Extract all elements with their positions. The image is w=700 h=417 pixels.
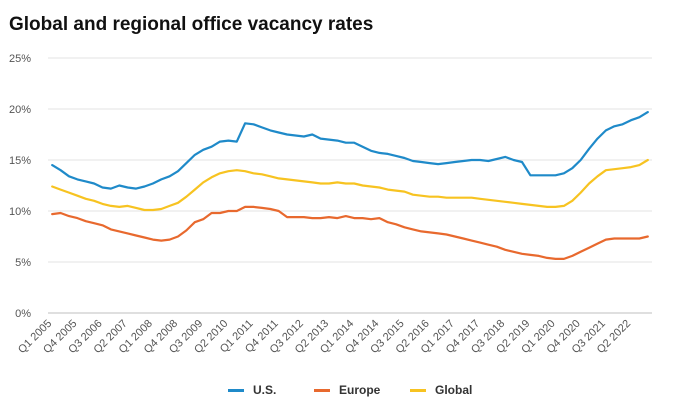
legend-item-global: Global [410, 383, 472, 397]
y-tick-label: 0% [15, 308, 31, 320]
y-axis-ticks: 0% 5% 10% 15% 20% 25% [9, 53, 31, 320]
y-tick-label: 15% [9, 155, 31, 167]
chart-legend: U.S. Europe Global [0, 383, 700, 403]
y-tick-label: 20% [9, 104, 31, 116]
legend-swatch-global [410, 388, 426, 392]
legend-item-europe: Europe [314, 383, 380, 397]
legend-label-us: U.S. [253, 383, 277, 397]
y-tick-label: 10% [9, 206, 31, 218]
y-tick-label: 5% [15, 257, 31, 269]
series-lines [51, 111, 649, 260]
series-line-us [51, 111, 649, 190]
series-line-europe [51, 205, 649, 260]
legend-label-europe: Europe [339, 383, 381, 397]
y-tick-label: 25% [9, 53, 31, 65]
legend-label-global: Global [435, 383, 473, 397]
chart-title: Global and regional office vacancy rates [9, 14, 374, 35]
legend-item-us: U.S. [228, 383, 276, 397]
gridlines [48, 57, 652, 314]
legend-swatch-europe [314, 388, 330, 392]
legend-swatch-us [228, 388, 244, 392]
series-line-global [51, 158, 649, 212]
